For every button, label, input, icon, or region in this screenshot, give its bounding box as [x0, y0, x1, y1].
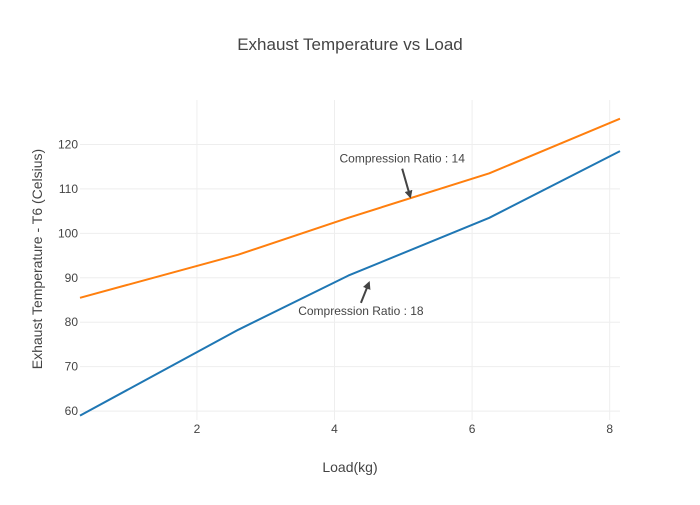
y-axis-title: Exhaust Temperature - T6 (Celsius)	[29, 149, 45, 369]
y-tick-label: 60	[65, 404, 79, 418]
series-line-1	[79, 117, 621, 299]
x-tick-label: 4	[331, 422, 338, 436]
y-tick-label: 70	[65, 360, 79, 374]
annotation-label: Compression Ratio : 14	[339, 152, 465, 166]
y-tick-label: 110	[59, 182, 78, 196]
x-tick-label: 2	[194, 422, 201, 436]
chart-title: Exhaust Temperature vs Load	[237, 35, 463, 54]
axis-ticks: 2 4 6 8 60 70 80 90 100 110 120	[58, 137, 613, 436]
x-axis-title: Load(kg)	[322, 459, 377, 475]
y-tick-label: 90	[65, 271, 79, 285]
series-line-2	[79, 150, 621, 417]
annotation-arrow	[401, 168, 413, 199]
annotations: Compression Ratio : 14 Compression Ratio …	[298, 152, 465, 318]
x-tick-label: 8	[606, 422, 613, 436]
y-tick-label: 80	[65, 315, 79, 329]
y-tick-label: 100	[58, 226, 78, 240]
x-tick-label: 6	[469, 422, 476, 436]
series-lines	[79, 117, 621, 417]
annotation-label: Compression Ratio : 18	[298, 304, 424, 318]
y-tick-label: 120	[58, 137, 78, 151]
annotation-arrow	[359, 281, 371, 304]
